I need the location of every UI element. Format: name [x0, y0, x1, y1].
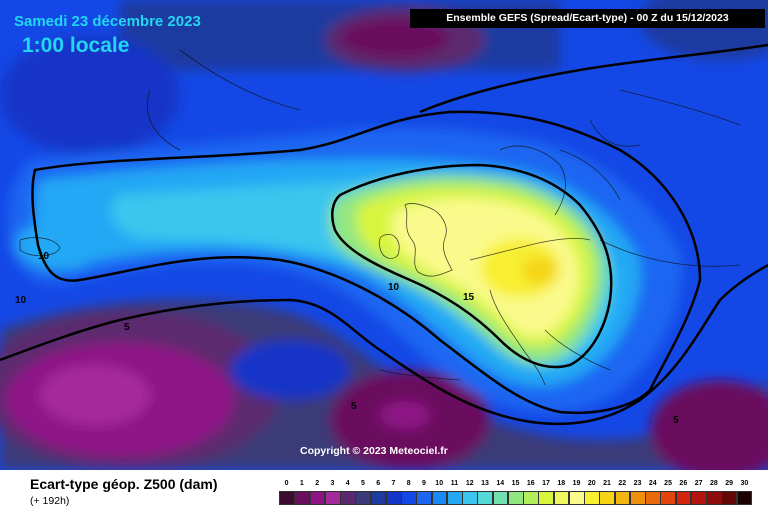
field-sw-core: [40, 365, 150, 425]
legend-swatch: [736, 491, 753, 505]
forecast-horizon: (+ 192h): [30, 495, 70, 507]
contour-label: 10: [38, 251, 50, 262]
legend-value-label: 6: [376, 480, 381, 487]
legend-swatch: [462, 491, 478, 505]
legend-swatch: [431, 491, 448, 505]
legend-swatch: [645, 491, 661, 505]
field-west-light: [15, 220, 105, 270]
field-core-max2: [522, 256, 558, 284]
legend-value-label: 16: [526, 480, 535, 487]
legend-value-label: 7: [391, 480, 396, 487]
legend-value-label: 30: [740, 480, 749, 487]
run-info-banner: Ensemble GEFS (Spread/Ecart-type) - 00 Z…: [410, 9, 765, 28]
field-nw-dark: [0, 35, 180, 155]
contour-label: 10: [388, 282, 400, 293]
legend-swatch: [660, 491, 677, 505]
contour-label: 10: [15, 295, 27, 306]
legend-value-label: 1: [299, 480, 304, 487]
contour-label: 5: [351, 401, 357, 412]
legend-swatch: [477, 491, 494, 505]
copyright-notice: Copyright © 2023 Meteociel.fr: [300, 445, 448, 457]
legend-swatch: [690, 491, 707, 505]
legend-value-label: 10: [435, 480, 444, 487]
variable-title: Ecart-type géop. Z500 (dam): [30, 476, 218, 492]
legend-swatch: [416, 491, 433, 505]
legend-swatch: [523, 491, 539, 505]
legend-swatch: [599, 491, 616, 505]
legend-value-label: 9: [421, 480, 426, 487]
contour-label: 15: [463, 292, 475, 303]
coastlines: [19, 49, 741, 386]
contour-5-n: [419, 43, 768, 114]
legend-value-label: 23: [633, 480, 642, 487]
legend-swatch: [446, 491, 463, 505]
contours: [0, 43, 768, 426]
legend-swatch: [706, 491, 722, 505]
legend-swatch: [507, 491, 524, 505]
legend-value-label: 22: [618, 480, 627, 487]
legend-value-label: 13: [481, 480, 489, 487]
legend-swatch: [675, 491, 692, 505]
contour-10: [31, 110, 702, 415]
legend-value-label: 28: [709, 480, 718, 487]
field-se-purple: [650, 380, 768, 470]
legend-swatch: [629, 491, 646, 505]
legend-swatch: [340, 491, 356, 505]
forecast-time: 1:00 locale: [22, 34, 130, 57]
contour-15: [331, 163, 613, 369]
legend-value-label: 20: [587, 480, 596, 487]
legend-value-label: 12: [465, 480, 474, 487]
legend-scale-labels: 0 1 2 3 4 5 6 7 8 9 10 11 12 13 14 15 16 17 18 19 20 21 22 23 24…: [279, 480, 752, 490]
legend-value-label: 25: [664, 480, 672, 487]
legend-value-label: 29: [725, 480, 734, 487]
legend-value-label: 15: [511, 480, 520, 487]
legend-color-bar: [279, 491, 753, 505]
contour-label: 5: [124, 322, 130, 333]
forecast-date: Samedi 23 décembre 2023: [14, 13, 201, 30]
legend-value-label: 2: [315, 480, 320, 487]
legend-value-label: 17: [542, 480, 550, 487]
contour-label: 5: [673, 415, 679, 426]
legend-value-label: 5: [360, 480, 365, 487]
legend-value-label: 3: [330, 480, 335, 487]
legend-value-label: 4: [345, 480, 350, 487]
legend-swatch: [568, 491, 585, 505]
legend-swatch: [279, 491, 295, 505]
legend-swatch: [721, 491, 738, 505]
legend-swatch: [553, 491, 570, 505]
field-north-magenta: [340, 18, 450, 58]
legend-swatch: [294, 491, 310, 505]
spread-map: [0, 0, 768, 470]
legend-swatch: [584, 491, 600, 505]
legend-swatch: [492, 491, 509, 505]
field-s-core: [380, 401, 430, 429]
legend-swatch: [401, 491, 417, 505]
legend-swatch: [370, 491, 387, 505]
legend-value-label: 27: [694, 480, 703, 487]
legend-value-label: 14: [496, 480, 505, 487]
legend-value-label: 11: [450, 480, 459, 487]
legend-value-label: 24: [648, 480, 657, 487]
legend-swatch: [355, 491, 372, 505]
legend-swatch: [614, 491, 631, 505]
legend-swatch: [538, 491, 555, 505]
legend-value-label: 18: [557, 480, 566, 487]
legend-value-label: 8: [406, 480, 411, 487]
field-s-blue: [230, 340, 350, 400]
legend-value-label: 0: [284, 480, 289, 487]
legend-swatch: [309, 491, 326, 505]
legend-value-label: 19: [572, 480, 581, 487]
legend-value-label: 26: [679, 480, 688, 487]
legend-value-label: 21: [603, 480, 611, 487]
contour-5-sw: [0, 263, 768, 426]
legend-swatch: [324, 491, 341, 505]
legend-swatch: [385, 491, 402, 505]
